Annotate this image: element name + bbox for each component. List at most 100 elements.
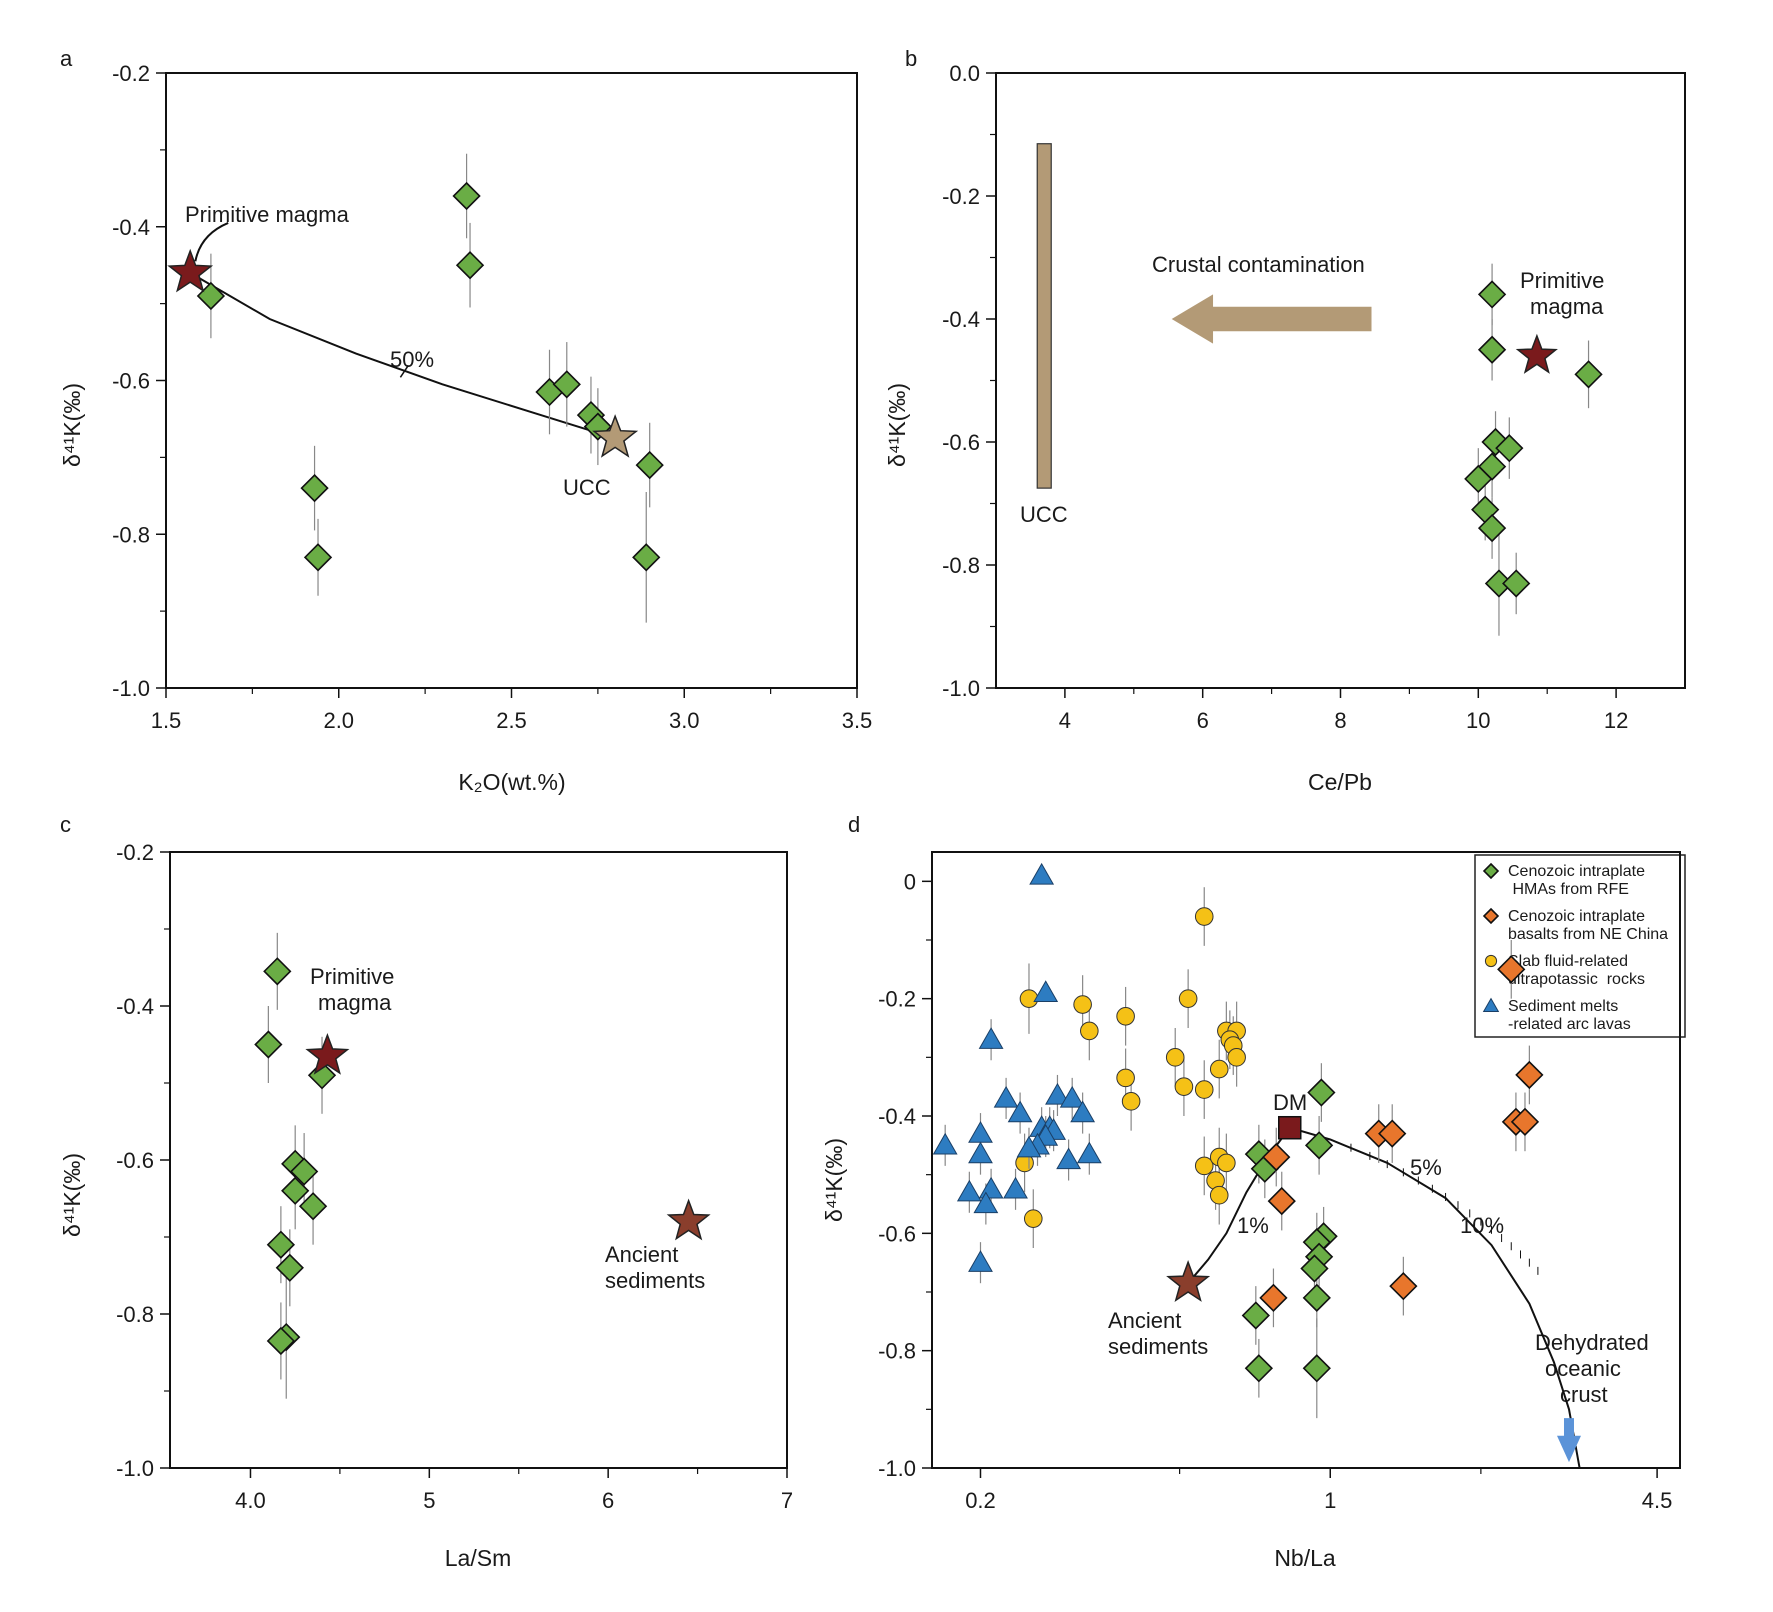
- panel-b-ytick-label-4: -0.8: [942, 553, 980, 578]
- panel-d-point-s3-15: [968, 1141, 993, 1164]
- panel-d-ytick-label-4: -0.8: [878, 1339, 916, 1364]
- panel-a-primitive-label: Primitive magma: [185, 202, 350, 227]
- panel-b-xtick-label-1: 6: [1197, 708, 1209, 733]
- panel-d-point-s3-16: [1076, 1141, 1102, 1164]
- panel-d-point-s0-8: [1302, 1283, 1331, 1312]
- panel-c-ancient-label-1: Ancient: [605, 1242, 678, 1267]
- panel-d-point-s1-3: [1510, 1107, 1540, 1136]
- panel-d-point-s3-22: [973, 1191, 999, 1214]
- panel-d-point-s3-23: [968, 1250, 993, 1272]
- panel-b-ytick-label-1: -0.2: [942, 184, 980, 209]
- panel-d-point-s2-12: [1209, 1059, 1229, 1079]
- panel-d-point-s3-2: [978, 1027, 1004, 1049]
- panel-d-point-s2-4: [1178, 989, 1198, 1008]
- panel-d-point-s3-18: [1016, 1135, 1042, 1158]
- panel-c-primitive-label-1: Primitive: [310, 964, 394, 989]
- panel-d-point-s2-10: [1227, 1048, 1246, 1067]
- panel-d-point-s3-7: [1070, 1100, 1096, 1123]
- panel-a-primitive-arrow: [194, 221, 229, 262]
- panel-c-point-s0-1: [254, 1030, 283, 1059]
- panel-d-point-s3-5: [1059, 1085, 1085, 1108]
- panel-c-xtick-label-3: 7: [781, 1488, 793, 1513]
- panel-d-point-s2-23: [1023, 1209, 1043, 1228]
- panel-d-mixing-curve-right: [1289, 1126, 1581, 1469]
- panel-d-point-s3-3: [993, 1085, 1019, 1108]
- panel-c-primitive-label-2: magma: [318, 990, 392, 1015]
- panel-d-ancient-label-1: Ancient: [1108, 1308, 1181, 1333]
- panel-b-xtick-label-3: 10: [1466, 708, 1490, 733]
- panel-d-xtick-label-2: 4.5: [1642, 1488, 1673, 1513]
- panel-d-ytick-label-2: -0.4: [878, 1104, 916, 1129]
- legend-marker-3: [1482, 997, 1500, 1013]
- panel-d-dm-square: [1278, 1115, 1302, 1140]
- panel-a-ytick-label-2: -0.6: [112, 369, 150, 394]
- panel-d-point-s3-0: [1029, 862, 1055, 885]
- panel-d-point-s2-20: [1217, 1153, 1236, 1173]
- panel-a-ylabel: δ⁴¹K(‰): [59, 383, 85, 467]
- panel-a-star-0: [167, 248, 214, 293]
- panel-d-ylabel: δ⁴¹K(‰): [821, 1138, 847, 1222]
- panel-c-ylabel: δ⁴¹K(‰): [59, 1153, 85, 1237]
- legend-item-3-line-1: Slab fluid-related: [1508, 953, 1628, 970]
- panel-c-point-s0-5: [281, 1176, 310, 1205]
- panel-b-primitive-label-1: Primitive: [1520, 268, 1604, 293]
- legend-marker-1: [1482, 907, 1500, 925]
- panel-a-point-s0-1: [452, 181, 481, 211]
- panel-d-doc-arrow: [1556, 1418, 1581, 1463]
- panel-a-xtick-label-3: 3.0: [669, 708, 700, 733]
- panel-c-xlabel: La/Sm: [445, 1545, 511, 1571]
- panel-d-point-s2-5: [1080, 1021, 1099, 1041]
- panel-b-star-0: [1515, 333, 1558, 374]
- panel-d-star: [1166, 1260, 1211, 1302]
- panel-c-ytick-label-3: -0.8: [116, 1302, 154, 1327]
- panel-b-contamination-arrow: [1171, 294, 1372, 344]
- panel-a-point-s0-2: [455, 251, 485, 280]
- panel-d-point-s2-1: [1019, 989, 1039, 1008]
- panel-d-point-s0-1: [1304, 1131, 1334, 1160]
- panel-d-xtick-label-0: 0.2: [965, 1488, 996, 1513]
- panel-c-ytick-label-0: -0.2: [116, 840, 154, 865]
- panel-a-xtick-label-2: 2.5: [496, 708, 527, 733]
- panel-d-ytick-label-1: -0.2: [878, 987, 916, 1012]
- panel-c-ytick-label-1: -0.4: [116, 994, 154, 1019]
- legend-item-4-line-1: Sediment melts: [1508, 998, 1618, 1015]
- panel-b-point-s0-10: [1502, 569, 1531, 598]
- panel-d-10pct-label: 10%: [1460, 1213, 1504, 1238]
- panel-c-point-s0-0: [263, 957, 292, 986]
- panel-d-point-s2-11: [1165, 1048, 1185, 1067]
- panel-a-ytick-label-3: -0.8: [112, 522, 150, 547]
- panel-a-xtick-label-0: 1.5: [151, 708, 182, 733]
- panel-d-point-s1-7: [1267, 1186, 1296, 1216]
- legend-marker-0: [1482, 862, 1500, 880]
- legend-item-2-line-1: Cenozoic intraplate: [1508, 908, 1645, 925]
- panel-b-point-s0-6: [1464, 464, 1493, 494]
- panel-d-legend: Cenozoic intraplate HMAs from RFE Cenozo…: [1474, 854, 1686, 1038]
- panel-a-mixing-curve: [189, 272, 616, 440]
- panel-c-ytick-label-4: -1.0: [116, 1456, 154, 1481]
- panel-d-point-s2-22: [1209, 1185, 1229, 1205]
- panel-d-point-s1-5: [1378, 1119, 1407, 1148]
- panel-c-point-s0-10: [266, 1326, 296, 1356]
- panel-d-point-s1-6: [1262, 1142, 1291, 1172]
- panel-b-crustal-label: Crustal contamination: [1152, 252, 1365, 277]
- panel-a-label: a: [60, 46, 73, 71]
- panel-c-xtick-label-0: 4.0: [235, 1488, 266, 1513]
- panel-d-point-s0-11: [1302, 1354, 1331, 1383]
- panel-c-ytick-label-2: -0.6: [116, 1148, 154, 1173]
- panel-b-point-s0-8: [1477, 513, 1507, 543]
- panel-b-xtick-label-2: 8: [1334, 708, 1346, 733]
- panel-b-xtick-label-0: 4: [1059, 708, 1071, 733]
- panel-d-point-s0-10: [1244, 1354, 1273, 1383]
- panel-d-point-s2-14: [1174, 1077, 1194, 1096]
- panel-a-xtick-label-1: 2.0: [323, 708, 354, 733]
- panel-d-ytick-label-5: -1.0: [878, 1456, 916, 1481]
- panel-a-point-s0-9: [635, 450, 664, 480]
- panel-d-point-s0-0: [1307, 1078, 1336, 1107]
- legend-item-3-line-2: ultrapotassic rocks: [1508, 971, 1645, 988]
- panel-c-point-s0-4: [289, 1157, 319, 1186]
- panel-d-point-s2-3: [1116, 1006, 1135, 1026]
- panel-d-point-s0-9: [1241, 1301, 1270, 1330]
- panel-b-point-s0-1: [1477, 335, 1507, 364]
- panel-d-point-s1-1: [1515, 1060, 1544, 1090]
- panel-c-point-s0-6: [298, 1192, 328, 1221]
